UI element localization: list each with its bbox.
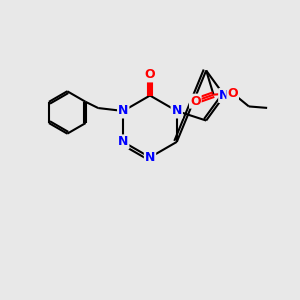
Text: N: N [118, 135, 128, 148]
Text: O: O [227, 87, 238, 100]
Text: O: O [145, 68, 155, 81]
Text: N: N [219, 89, 230, 102]
Text: O: O [190, 94, 201, 108]
Text: N: N [145, 151, 155, 164]
Text: N: N [118, 104, 128, 118]
Text: N: N [172, 104, 182, 118]
